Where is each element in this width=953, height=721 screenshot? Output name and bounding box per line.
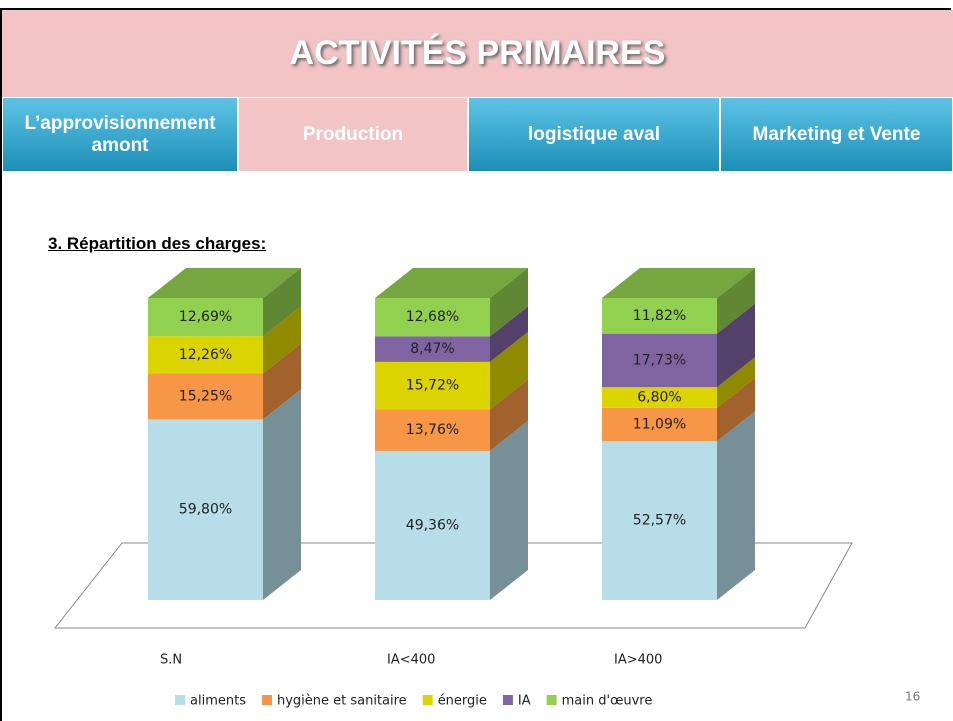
legend-swatch [261, 695, 272, 705]
bar-top [602, 267, 755, 298]
data-label: 49,36% [406, 517, 459, 533]
bar-front [148, 419, 263, 600]
bar-front [148, 336, 263, 374]
bar-segment: 12,68% [375, 268, 528, 337]
bar-side [490, 331, 528, 410]
tab[interactable]: logistique aval [468, 97, 720, 172]
data-label: 17,73% [633, 352, 686, 368]
bar-segment: 11,09% [602, 377, 755, 442]
bar-segment: 17,73% [602, 303, 755, 388]
bar-front [375, 298, 490, 337]
bar-front [375, 336, 490, 362]
data-label: 12,26% [179, 347, 232, 363]
legend-label: main d'œuvre [562, 694, 653, 709]
bar-top [148, 268, 301, 298]
data-label: 52,57% [633, 513, 686, 529]
bar-front [375, 450, 490, 600]
legend-label: IA [518, 694, 531, 709]
data-label: 11,82% [633, 308, 686, 324]
x-tick-label: S.N [160, 653, 182, 668]
bar-side [263, 389, 301, 600]
section-title: 3. Répartition des charges: [48, 234, 267, 253]
bar-front [602, 297, 717, 334]
legend-swatch [422, 695, 433, 705]
bar-segment: 11,82% [602, 267, 755, 334]
bar-segment: 13,76% [375, 379, 528, 451]
data-label: 8,47% [410, 341, 454, 357]
tab[interactable]: L’approvisionnement amont [2, 97, 238, 172]
bar-segment: 59,80% [148, 389, 301, 600]
bar-segment: 49,36% [375, 420, 528, 600]
bar-side [490, 268, 528, 337]
tab[interactable]: Marketing et Vente [720, 97, 953, 172]
tab[interactable]: Production [238, 97, 468, 172]
bar-segment: 52,57% [602, 411, 755, 600]
bar-side [717, 267, 755, 334]
page-number: 16 [905, 690, 920, 704]
bar-segment: 8,47% [375, 306, 528, 362]
x-tick-label: IA>400 [614, 653, 662, 668]
legend-swatch [175, 695, 185, 705]
bar-front [148, 373, 263, 420]
bar-side [263, 343, 301, 420]
bar-side [717, 411, 755, 600]
slide-title: ACTIVITÉS PRIMAIRES [2, 10, 953, 97]
frame [0, 8, 951, 721]
data-label: 6,80% [637, 389, 681, 405]
bar-front [375, 361, 490, 410]
bar-side [490, 420, 528, 600]
legend-label: hygiène et sanitaire [277, 694, 407, 709]
bar-front [148, 298, 263, 337]
bar-side [490, 306, 528, 362]
bar-front [375, 409, 490, 451]
bar-segment: 12,69% [148, 268, 301, 337]
bar-segment: 6,80% [602, 357, 755, 408]
data-label: 13,76% [406, 422, 459, 438]
bar-front [602, 387, 717, 408]
bar-side [263, 268, 301, 337]
data-label: 15,72% [406, 378, 459, 394]
data-label: 12,69% [179, 309, 232, 325]
bar-segment: 15,25% [148, 343, 301, 420]
bar-side [263, 306, 301, 374]
bar-side [717, 377, 755, 442]
bar-front [602, 441, 717, 600]
bar-top [375, 268, 528, 299]
legend-swatch [502, 695, 513, 705]
bar-segment: 15,72% [375, 331, 528, 410]
bar-front [602, 333, 717, 388]
legend-swatch [546, 695, 557, 705]
bar-side [717, 357, 755, 408]
bar-segment: 12,26% [148, 306, 301, 374]
data-label: 59,80% [179, 502, 232, 518]
bar-side [717, 303, 755, 388]
legend-label: énergie [438, 694, 487, 709]
data-label: 11,09% [633, 416, 686, 432]
data-label: 12,68% [406, 309, 459, 325]
legend-label: aliments [190, 694, 246, 709]
bar-front [602, 407, 717, 442]
x-tick-label: IA<400 [387, 653, 435, 668]
data-label: 15,25% [179, 388, 232, 404]
bar-side [490, 379, 528, 451]
